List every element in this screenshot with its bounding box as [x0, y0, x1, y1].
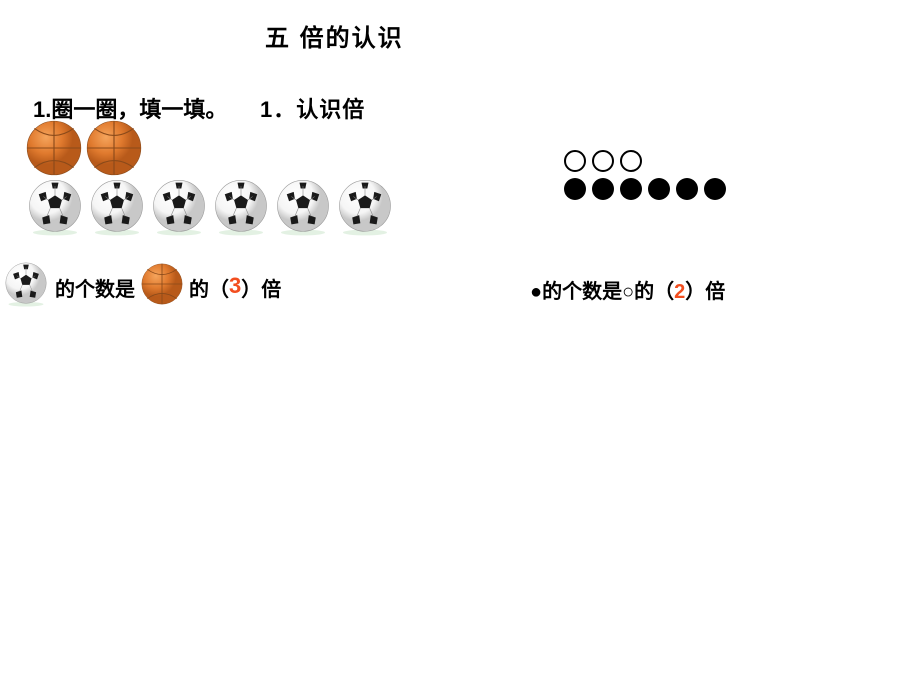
answer-right-before: ●的个数是○的（: [530, 281, 674, 303]
filled-circle-icon: [676, 178, 698, 200]
soccer-icon: [88, 178, 146, 236]
soccer-icon: [336, 178, 394, 236]
basketball-icon-inline: [141, 263, 183, 311]
soccer-icon-inline: [3, 261, 49, 313]
soccer-icon: [26, 178, 84, 236]
answer-right-after: ）倍: [685, 281, 725, 303]
open-circle-icon: [592, 150, 614, 172]
answer-left-value: 3: [229, 273, 241, 298]
open-circle-icon: [564, 150, 586, 172]
answer-left-part1: 的个数是: [55, 273, 135, 302]
answer-sentence-left: 的个数是 的（3）倍: [3, 261, 281, 313]
soccer-icon: [274, 178, 332, 236]
open-circle-row: [564, 150, 726, 172]
filled-circle-icon: [564, 178, 586, 200]
answer-left-part2: 的（3）倍: [189, 273, 281, 302]
soccer-icon: [212, 178, 270, 236]
basketball-row: [26, 120, 394, 176]
open-circle-icon: [620, 150, 642, 172]
circles-diagram: [564, 150, 726, 206]
page-title: 五 倍的认识: [265, 18, 404, 53]
answer-right-value: 2: [674, 281, 685, 303]
filled-circle-icon: [620, 178, 642, 200]
answer-sentence-right: ●的个数是○的（2）倍: [530, 275, 725, 304]
filled-circle-icon: [704, 178, 726, 200]
filled-circle-icon: [648, 178, 670, 200]
basketball-icon: [26, 120, 82, 176]
soccer-row: [26, 178, 394, 236]
balls-diagram: [26, 120, 394, 238]
filled-circle-row: [564, 178, 726, 200]
soccer-icon: [150, 178, 208, 236]
filled-circle-icon: [592, 178, 614, 200]
basketball-icon: [86, 120, 142, 176]
